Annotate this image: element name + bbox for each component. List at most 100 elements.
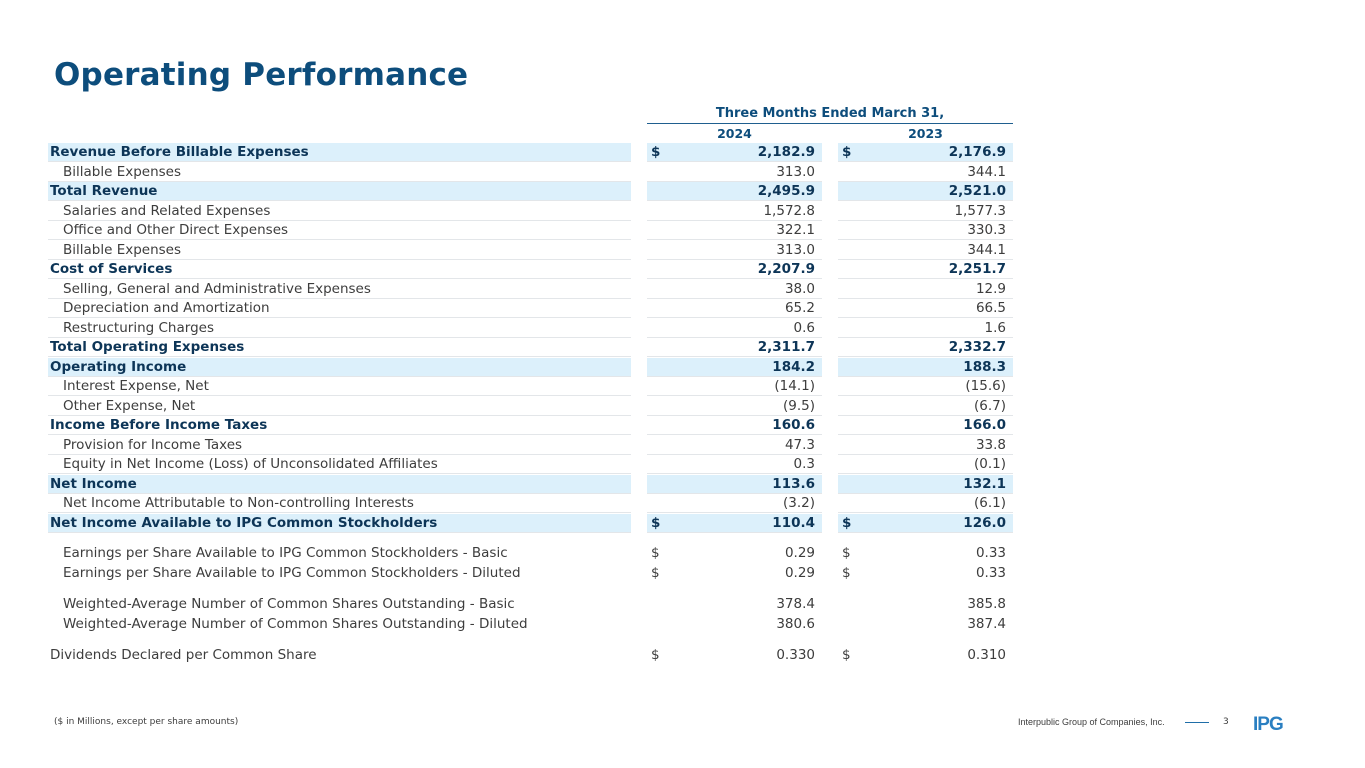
- value-cell: 344.1: [838, 163, 1013, 182]
- footnote: ($ in Millions, except per share amounts…: [54, 717, 239, 727]
- value-cell: 380.6: [647, 615, 822, 634]
- amount-value: 313.0: [776, 163, 815, 180]
- value-cell: 344.1: [838, 241, 1013, 260]
- table-row: Net Income Available to IPG Common Stock…: [48, 513, 1013, 534]
- value-cell: $2,176.9: [838, 143, 1013, 162]
- value-cell: 0.6: [647, 319, 822, 338]
- value-cell: 2,521.0: [838, 182, 1013, 201]
- table-row: Other Expense, Net (9.5) (6.7): [48, 397, 1013, 417]
- amount-value: (9.5): [782, 397, 815, 414]
- row-label: Selling, General and Administrative Expe…: [48, 280, 631, 299]
- row-label: Net Income: [48, 474, 631, 494]
- table-row: Earnings per Share Available to IPG Comm…: [48, 564, 1013, 584]
- value-cell: 65.2: [647, 299, 822, 318]
- amount-value: (6.7): [973, 397, 1006, 414]
- amount-value: 2,182.9: [757, 144, 815, 160]
- row-label: Earnings per Share Available to IPG Comm…: [63, 564, 521, 581]
- value-cell: 1,572.8: [647, 202, 822, 221]
- value-cell: 188.3: [838, 357, 1013, 377]
- ipg-logo-text: IPG: [1253, 714, 1283, 733]
- currency-symbol: $: [842, 545, 851, 561]
- amount-value: 113.6: [772, 475, 815, 492]
- row-label: Depreciation and Amortization: [48, 299, 631, 318]
- value-cell: 166.0: [838, 416, 1013, 435]
- value-cell: 113.6: [647, 474, 822, 494]
- value-cell: $0.310: [838, 646, 1013, 665]
- currency-symbol: $: [651, 564, 660, 581]
- value-cell: 2,207.9: [647, 260, 822, 279]
- amount-value: 47.3: [784, 436, 815, 453]
- amount-value: 166.0: [963, 417, 1006, 433]
- row-label: Equity in Net Income (Loss) of Unconsoli…: [48, 455, 631, 474]
- table-row: Dividends Declared per Common Share $0.33…: [48, 646, 1013, 666]
- amount-value: 1,572.8: [763, 202, 815, 219]
- value-cell: $0.33: [838, 564, 1013, 583]
- currency-symbol: $: [651, 545, 660, 561]
- table-row: Selling, General and Administrative Expe…: [48, 280, 1013, 300]
- row-label: Office and Other Direct Expenses: [48, 221, 631, 240]
- table-row: Weighted-Average Number of Common Shares…: [48, 595, 1013, 615]
- amount-value: 0.3: [793, 456, 815, 472]
- table-row: Depreciation and Amortization 65.2 66.5: [48, 299, 1013, 319]
- value-cell: 47.3: [647, 436, 822, 455]
- column-header-2023: 2023: [838, 124, 1013, 144]
- amount-value: 378.4: [776, 596, 815, 612]
- value-cell: 330.3: [838, 221, 1013, 240]
- value-cell: 322.1: [647, 221, 822, 240]
- table-row: Billable Expenses 313.0 344.1: [48, 163, 1013, 183]
- amount-value: (6.1): [973, 495, 1006, 511]
- amount-value: 33.8: [975, 436, 1006, 453]
- row-label: Total Revenue: [48, 182, 631, 201]
- income-statement-table: Revenue Before Billable Expenses $2,182.9…: [48, 143, 1013, 666]
- table-row: Income Before Income Taxes 160.6 166.0: [48, 416, 1013, 436]
- row-label: Income Before Income Taxes: [48, 416, 631, 435]
- currency-symbol: $: [842, 564, 851, 581]
- value-cell: (0.1): [838, 455, 1013, 474]
- currency-symbol: $: [842, 144, 852, 160]
- row-label: Revenue Before Billable Expenses: [48, 143, 631, 162]
- amount-value: 2,207.9: [757, 261, 815, 277]
- table-row: Provision for Income Taxes 47.3 33.8: [48, 436, 1013, 456]
- value-cell: (6.7): [838, 397, 1013, 416]
- amount-value: 1,577.3: [954, 202, 1006, 219]
- amount-value: 0.29: [784, 564, 815, 581]
- amount-value: 2,495.9: [757, 183, 815, 199]
- amount-value: (15.6): [965, 378, 1006, 394]
- amount-value: (14.1): [774, 378, 815, 394]
- value-cell: 2,495.9: [647, 182, 822, 201]
- page-title: Operating Performance: [54, 57, 469, 93]
- value-cell: 1,577.3: [838, 202, 1013, 221]
- value-cell: 2,251.7: [838, 260, 1013, 279]
- row-label: Salaries and Related Expenses: [48, 202, 631, 221]
- value-cell: 33.8: [838, 436, 1013, 455]
- value-cell: 313.0: [647, 163, 822, 182]
- amount-value: 110.4: [772, 514, 815, 531]
- value-cell: (9.5): [647, 397, 822, 416]
- value-cell: (14.1): [647, 377, 822, 396]
- amount-value: 380.6: [776, 615, 815, 632]
- amount-value: 2,332.7: [948, 339, 1006, 355]
- amount-value: 0.29: [784, 545, 815, 561]
- footer-divider: [1185, 722, 1209, 723]
- value-cell: 66.5: [838, 299, 1013, 318]
- ipg-logo: IPG: [1253, 714, 1284, 733]
- currency-symbol: $: [842, 514, 852, 531]
- row-label: Billable Expenses: [48, 241, 631, 260]
- amount-value: 188.3: [963, 358, 1006, 375]
- row-label: Net Income Attributable to Non-controlli…: [48, 494, 631, 513]
- column-header-2024: 2024: [647, 124, 822, 144]
- table-row: Cost of Services 2,207.9 2,251.7: [48, 260, 1013, 280]
- value-cell: $0.33: [838, 544, 1013, 563]
- table-row: Office and Other Direct Expenses 322.1 330…: [48, 221, 1013, 241]
- table-row: Interest Expense, Net (14.1) (15.6): [48, 377, 1013, 397]
- currency-symbol: $: [651, 144, 661, 160]
- row-label: Restructuring Charges: [48, 319, 631, 338]
- amount-value: 0.310: [967, 647, 1006, 663]
- amount-value: 344.1: [967, 163, 1006, 180]
- row-label: Dividends Declared per Common Share: [50, 647, 317, 663]
- row-label: Operating Income: [48, 357, 631, 377]
- amount-value: 0.33: [975, 545, 1006, 561]
- value-cell: 0.3: [647, 455, 822, 474]
- value-cell: 387.4: [838, 615, 1013, 634]
- currency-symbol: $: [842, 647, 851, 663]
